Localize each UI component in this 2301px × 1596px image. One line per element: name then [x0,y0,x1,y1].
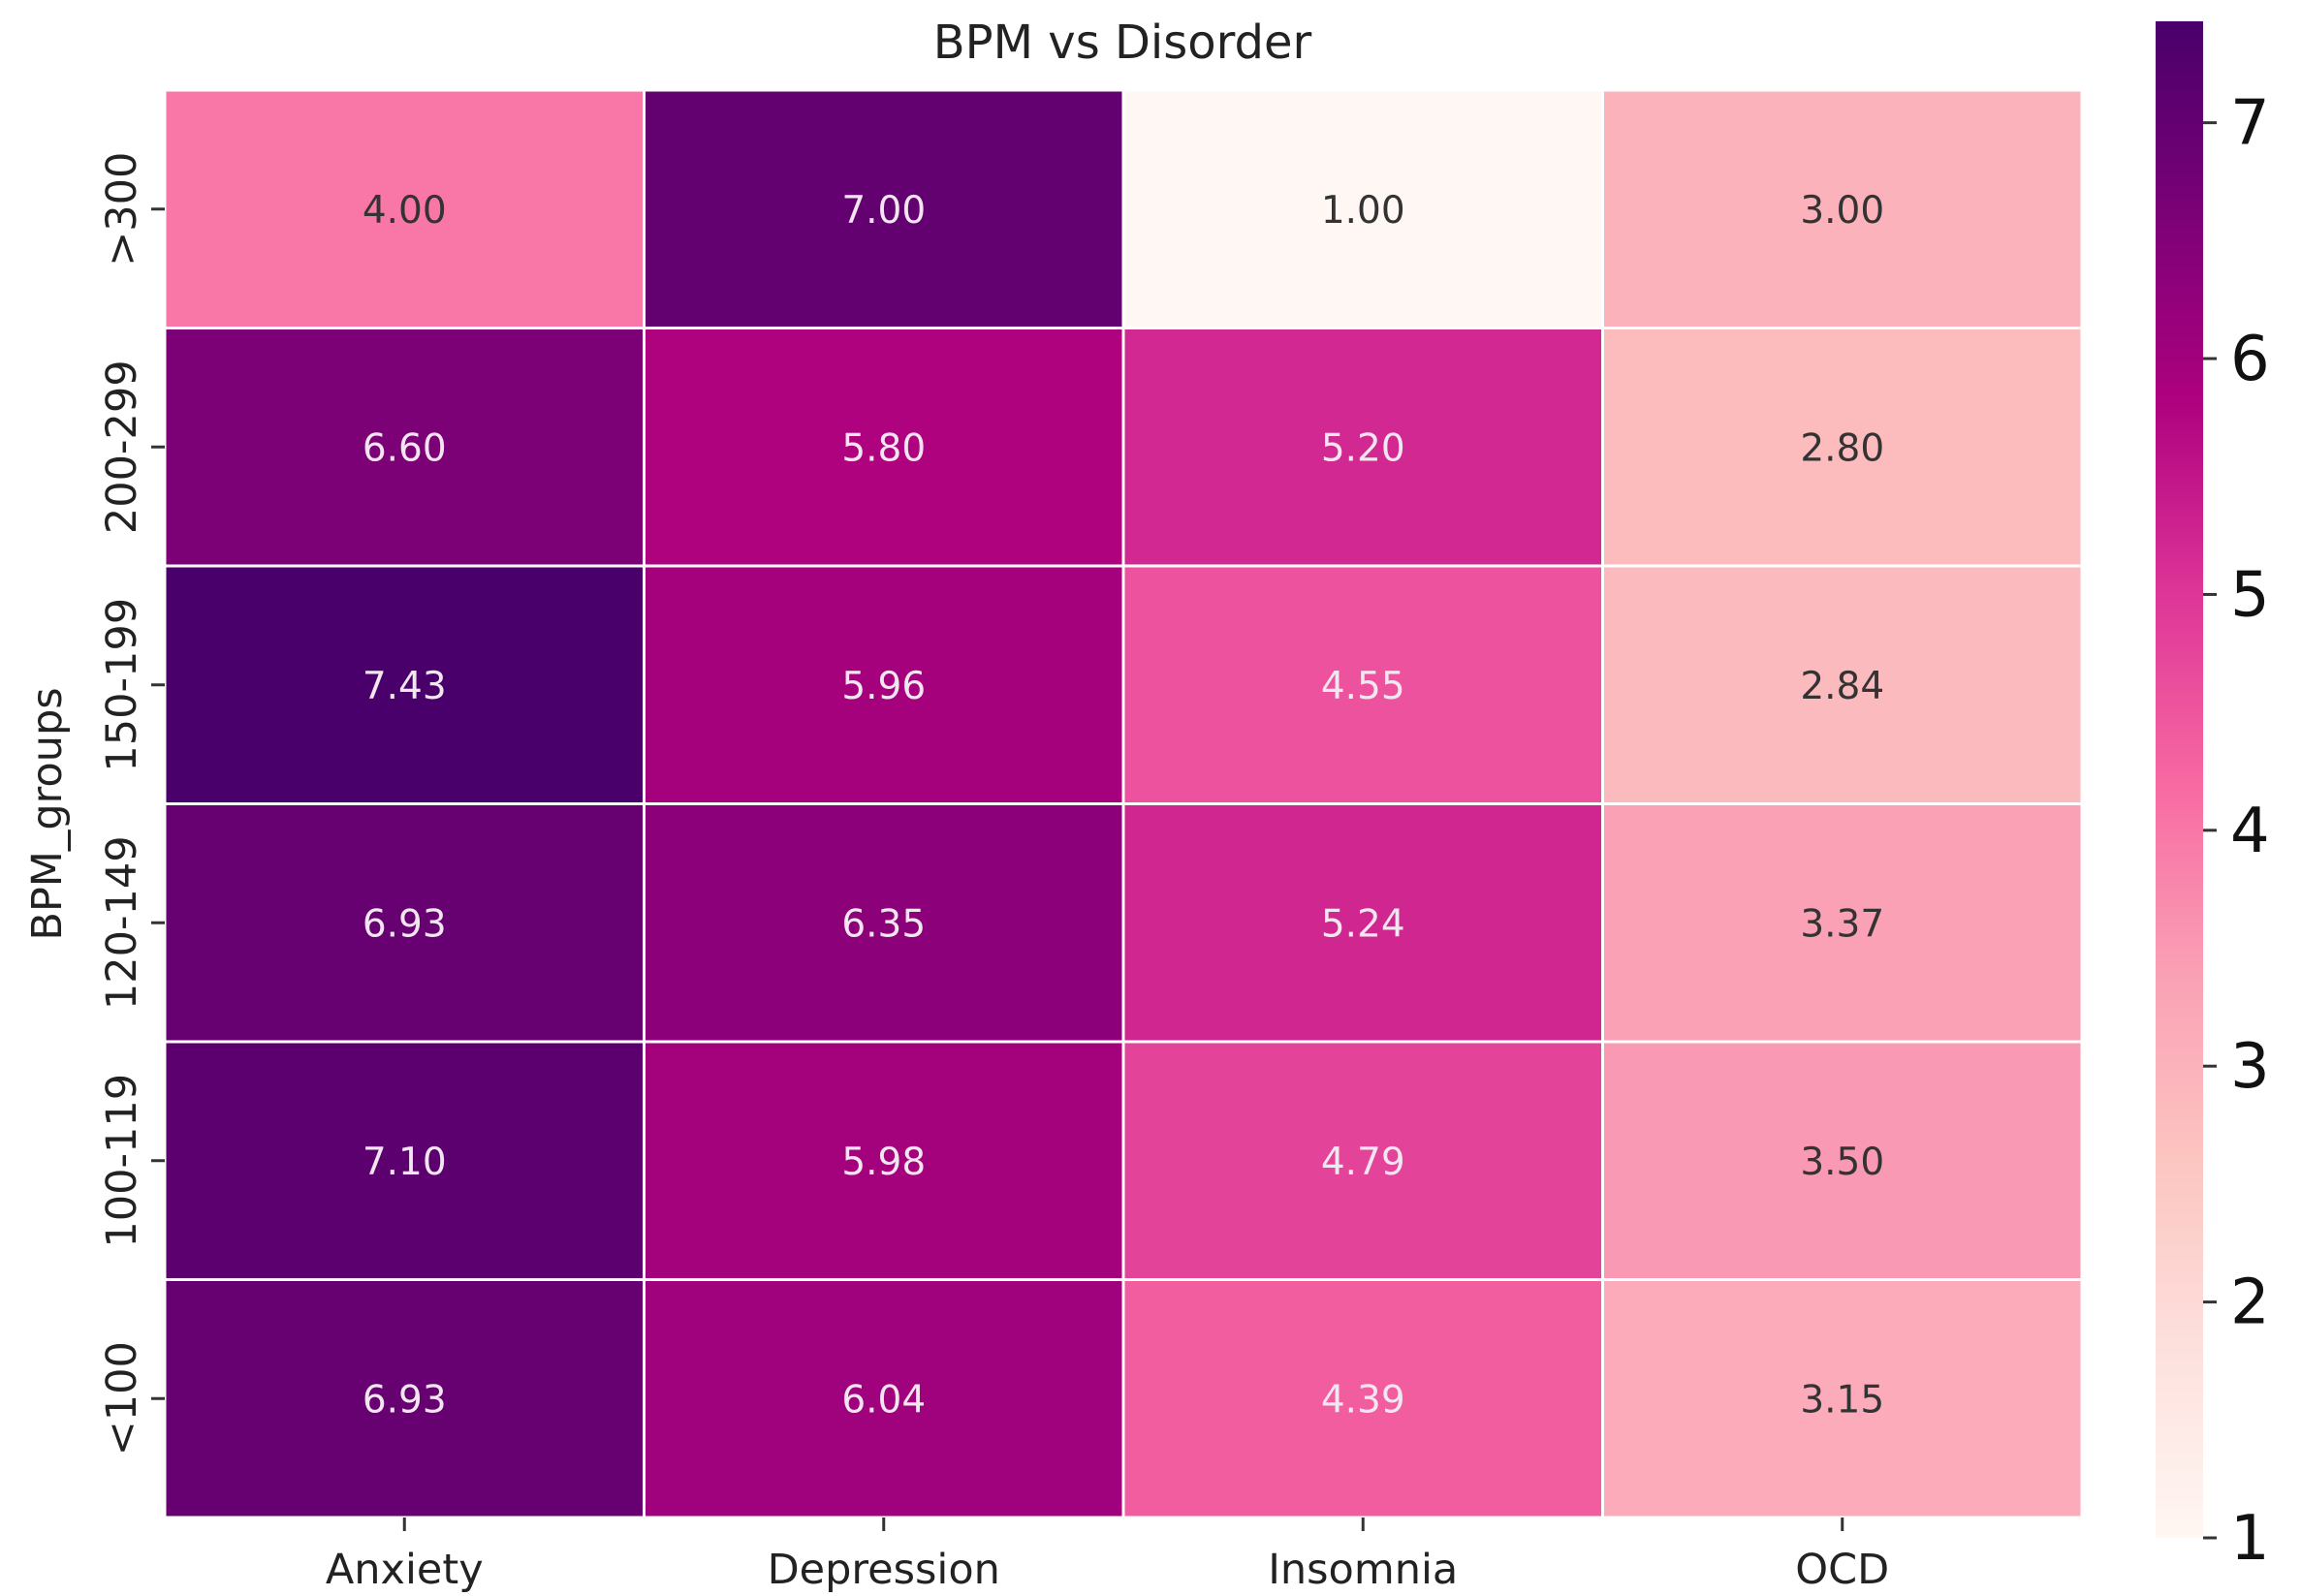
cell-value-label: 5.98 [841,1141,926,1184]
cell-value-label: 6.93 [362,1378,447,1422]
heatmap-cell [643,327,1125,568]
y-tick-label: 200-299 [98,360,146,534]
colorbar-gradient [2156,21,2203,1538]
y-tick-label: 120-149 [98,835,146,1010]
heatmap-cell [643,564,1125,805]
cell-value-label: 5.80 [841,426,926,470]
y-axis-label: BPM_groups [23,687,72,940]
heatmap-cell [1121,88,1604,329]
x-tick-label: OCD [1795,1546,1889,1594]
cell-value-label: 6.60 [362,426,447,470]
y-tick-label: <100 [98,1341,146,1455]
heatmap-cell [1121,802,1604,1044]
heatmap-cell [163,802,646,1044]
heatmap-cells: 4.00 7.00 1.00 3.00 6.60 5.80 5.20 2.80 7.43 5.96… [163,88,2084,1519]
heatmap-cell [1601,327,2084,568]
heatmap-cell [1601,802,2084,1044]
heatmap-cell [1601,1040,2084,1281]
heatmap-cell [643,1278,1125,1519]
cell-value-label: 1.00 [1321,189,1405,233]
cell-value-label: 7.00 [841,189,926,233]
heatmap-cell [643,88,1125,329]
heatmap-cell [1121,1040,1604,1281]
colorbar-tick-label: 5 [2230,559,2270,631]
colorbar: 1 2 3 4 5 6 7 [2156,21,2270,1575]
colorbar-tick-label: 3 [2230,1031,2270,1103]
cell-value-label: 3.15 [1800,1378,1884,1422]
x-axis: Anxiety Depression Insomnia OCD [326,1518,1889,1594]
heatmap-cell [643,1040,1125,1281]
cell-value-label: 6.93 [362,902,447,946]
heatmap-cell [163,1040,646,1281]
cell-value-label: 7.43 [362,665,447,708]
y-tick-label: 100-119 [98,1074,146,1248]
cell-value-label: 3.37 [1800,902,1884,946]
cell-value-label: 2.84 [1800,665,1884,708]
colorbar-tick-label: 2 [2230,1267,2270,1339]
cell-value-label: 4.39 [1321,1378,1405,1422]
y-tick-label: 150-199 [98,598,146,772]
y-tick-label: >300 [98,152,146,266]
colorbar-tick-label: 4 [2230,796,2270,867]
cell-value-label: 2.80 [1800,426,1884,470]
heatmap-cell [163,1278,646,1519]
cell-value-label: 3.50 [1800,1141,1884,1184]
heatmap-cell [1121,1278,1604,1519]
colorbar-tick-label: 6 [2230,324,2270,395]
cell-value-label: 6.04 [841,1378,926,1422]
heatmap-cell [1601,564,2084,805]
cell-value-label: 7.10 [362,1141,447,1184]
cell-value-label: 5.20 [1321,426,1405,470]
cell-value-label: 3.00 [1800,189,1884,233]
colorbar-tick-label: 7 [2230,88,2270,160]
x-tick-label: Anxiety [326,1546,484,1594]
heatmap-cell [643,802,1125,1044]
colorbar-tick-label: 1 [2230,1503,2270,1575]
cell-value-label: 5.24 [1321,902,1405,946]
x-tick-label: Insomnia [1268,1546,1458,1594]
heatmap-cell [163,88,646,329]
cell-value-label: 6.35 [841,902,926,946]
heatmap-cell [163,327,646,568]
heatmap-cell [1601,1278,2084,1519]
cell-value-label: 4.55 [1321,665,1405,708]
cell-value-label: 4.79 [1321,1141,1405,1184]
heatmap-cell [1601,88,2084,329]
cell-value-label: 5.96 [841,665,926,708]
cell-value-label: 4.00 [362,189,447,233]
colorbar-ticks: 1 2 3 4 5 6 7 [2203,88,2270,1575]
x-tick-label: Depression [768,1546,1000,1594]
chart-title: BPM vs Disorder [933,16,1312,70]
y-axis: >300 200-299 150-199 120-149 100-119 <100 [98,152,165,1455]
